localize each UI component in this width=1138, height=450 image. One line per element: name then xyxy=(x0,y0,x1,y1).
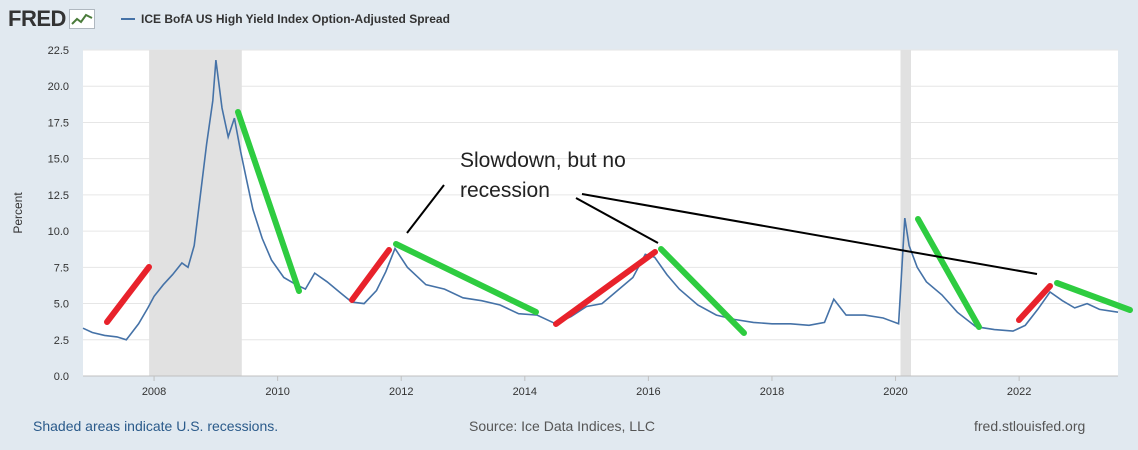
legend-label: ICE BofA US High Yield Index Option-Adju… xyxy=(141,12,450,26)
fred-logo[interactable]: FRED xyxy=(8,6,95,32)
fall-marker xyxy=(393,241,539,315)
annotation-pointers xyxy=(406,184,1038,275)
fall-marker xyxy=(1054,280,1133,313)
y-tick-label: 12.5 xyxy=(48,190,69,202)
source-text: Source: Ice Data Indices, LLC xyxy=(469,418,655,434)
recession-shading xyxy=(149,50,911,376)
annotation-text-line1: Slowdown, but no xyxy=(460,149,626,172)
annotation-pointer xyxy=(575,197,659,244)
recession-band xyxy=(900,50,911,376)
series-swatch xyxy=(121,18,135,20)
plot-area xyxy=(83,50,1118,376)
annotation-text-line2: recession xyxy=(460,179,550,202)
x-tick-label: 2014 xyxy=(513,386,537,398)
chart-legend: ICE BofA US High Yield Index Option-Adju… xyxy=(121,12,450,26)
y-axis-ticks: 0.0 2.5 5.0 7.5 10.0 12.5 15.0 17.5 20.0 22.5 xyxy=(48,45,69,383)
recession-note: Shaded areas indicate U.S. recessions. xyxy=(33,418,279,434)
annotation-pointer xyxy=(581,193,1038,275)
recession-band xyxy=(149,50,242,376)
x-tick-label: 2020 xyxy=(883,386,907,398)
site-link[interactable]: fred.stlouisfed.org xyxy=(974,418,1086,434)
fall-marker xyxy=(915,216,982,330)
x-tick-label: 2022 xyxy=(1007,386,1031,398)
x-tick-label: 2012 xyxy=(389,386,413,398)
rise-marker xyxy=(104,264,152,325)
rise-marker xyxy=(1016,283,1053,323)
y-axis-label: Percent xyxy=(11,192,25,234)
chart: 0.0 2.5 5.0 7.5 10.0 12.5 15.0 17.5 20.0 22.5 200… xyxy=(11,45,1133,398)
x-tick-label: 2010 xyxy=(265,386,289,398)
x-axis-ticks: 2008 2010 2012 2014 2016 2018 2020 2022 xyxy=(83,375,1118,398)
x-tick-label: 2016 xyxy=(636,386,660,398)
annotation-pointer xyxy=(406,184,445,234)
rise-marker xyxy=(349,247,392,303)
fred-logo-text: FRED xyxy=(8,6,66,31)
y-tick-label: 5.0 xyxy=(54,299,69,311)
rise-markers xyxy=(104,247,1053,327)
series-line xyxy=(82,59,1119,341)
x-tick-label: 2018 xyxy=(760,386,784,398)
y-tick-label: 17.5 xyxy=(48,117,69,129)
y-tick-label: 22.5 xyxy=(48,45,69,57)
fall-markers xyxy=(235,109,1133,336)
fall-marker xyxy=(658,246,747,336)
y-tick-label: 2.5 xyxy=(54,335,69,347)
x-tick-label: 2008 xyxy=(142,386,166,398)
y-tick-label: 10.0 xyxy=(48,226,69,238)
y-tick-label: 20.0 xyxy=(48,81,69,93)
line-chart-icon xyxy=(68,9,95,29)
y-tick-label: 15.0 xyxy=(48,154,69,166)
fall-marker xyxy=(235,109,302,294)
y-tick-label: 7.5 xyxy=(54,262,69,274)
y-tick-label: 0.0 xyxy=(54,371,69,383)
rise-marker xyxy=(553,249,658,327)
